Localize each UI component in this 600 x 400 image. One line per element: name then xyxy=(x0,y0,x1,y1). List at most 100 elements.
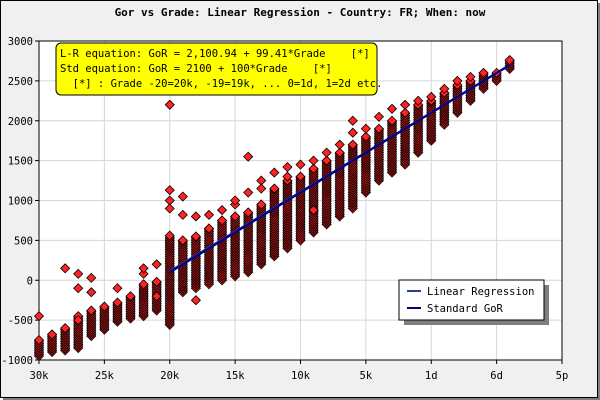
data-point xyxy=(216,215,228,226)
data-point xyxy=(138,263,149,274)
data-point xyxy=(243,187,254,198)
x-tick-label: 10k xyxy=(291,370,311,382)
x-tick-label: 15k xyxy=(226,370,246,382)
data-point xyxy=(334,147,345,158)
data-point xyxy=(426,91,437,102)
data-point xyxy=(164,99,175,110)
x-tick-label: 5p xyxy=(556,370,569,382)
x-tick-label: 30k xyxy=(30,370,50,382)
data-point xyxy=(112,283,123,294)
data-point xyxy=(138,279,149,290)
data-point xyxy=(151,259,162,270)
data-point xyxy=(190,295,201,306)
data-point xyxy=(256,199,267,210)
equation-std: Std equation: GoR = 2100 + 100*Grade [*] xyxy=(60,63,332,75)
y-tick-label: -1000 xyxy=(1,355,33,367)
data-point xyxy=(400,107,411,118)
data-point xyxy=(373,123,385,134)
legend-label-linear-regression: Linear Regression xyxy=(427,286,534,298)
data-point xyxy=(177,235,188,246)
legend-label-standard-gor: Standard GoR xyxy=(427,303,504,315)
data-point xyxy=(439,83,450,94)
legend: Linear Regression Standard GoR xyxy=(398,279,549,325)
y-tick-label: 2500 xyxy=(8,76,33,88)
equation-note: [*] : Grade -20=20k, -19=19k, ... 0=1d, … xyxy=(60,78,382,90)
equation-box-background xyxy=(55,42,378,96)
series-line-standard-gor xyxy=(169,63,511,274)
data-point xyxy=(334,139,345,150)
y-tick-labels: -1000 -500 0 500 1000 1500 2000 2500 3000 xyxy=(1,36,33,367)
data-point xyxy=(230,195,241,206)
data-point xyxy=(138,268,149,279)
data-point xyxy=(151,291,162,302)
data-point xyxy=(400,99,411,110)
data-point xyxy=(73,268,84,279)
x-tick-label: 25k xyxy=(95,370,115,382)
data-point xyxy=(190,211,201,222)
data-point xyxy=(33,311,45,322)
data-point xyxy=(243,151,254,162)
data-point xyxy=(60,323,71,334)
legend-box xyxy=(398,279,545,321)
data-point xyxy=(282,161,293,173)
data-point xyxy=(86,272,97,283)
y-tick-label: 2000 xyxy=(8,116,33,128)
chart-title: Gor vs Grade: Linear Regression - Countr… xyxy=(115,6,486,19)
x-tick-label: 20k xyxy=(160,370,180,382)
equation-box: L-R equation: GoR = 2,100.94 + 99.41*Gra… xyxy=(55,42,382,96)
data-point xyxy=(321,155,332,166)
data-point xyxy=(478,67,489,78)
data-point xyxy=(125,291,136,302)
x-tick-label: 5k xyxy=(360,370,373,382)
y-tick-label: 1000 xyxy=(8,196,33,208)
data-point xyxy=(164,185,175,196)
data-point xyxy=(360,131,371,142)
data-point xyxy=(47,329,58,340)
data-point xyxy=(216,205,228,216)
data-point xyxy=(164,230,175,241)
data-point xyxy=(112,297,123,308)
data-point xyxy=(504,55,515,66)
data-point xyxy=(308,163,319,174)
y-tick-label: 1500 xyxy=(8,156,33,168)
data-point xyxy=(347,139,358,150)
data-point xyxy=(373,111,385,122)
data-point xyxy=(269,183,280,194)
data-point xyxy=(73,283,84,294)
data-point xyxy=(295,159,306,170)
data-point xyxy=(452,75,463,86)
data-point xyxy=(321,147,332,158)
data-point xyxy=(86,287,97,298)
data-point xyxy=(465,71,476,82)
data-point xyxy=(243,207,254,218)
plot-border xyxy=(38,40,563,361)
y-tick-label: 0 xyxy=(27,275,33,287)
data-point xyxy=(86,305,97,316)
data-point xyxy=(164,203,175,214)
x-tick-label: 6d xyxy=(490,370,503,382)
data-point xyxy=(347,115,358,126)
data-point xyxy=(177,191,188,202)
data-point xyxy=(308,155,319,166)
data-point xyxy=(99,301,110,312)
data-point xyxy=(386,103,398,114)
data-point xyxy=(308,205,319,216)
data-point xyxy=(347,127,358,138)
x-tick-label: 1d xyxy=(425,370,438,382)
data-point xyxy=(177,209,188,220)
data-point xyxy=(230,211,241,222)
data-point xyxy=(203,209,215,220)
data-points xyxy=(33,55,515,362)
data-point xyxy=(295,171,306,182)
data-point xyxy=(256,183,267,194)
x-tick-labels: 30k 25k 20k 15k 10k 5k 1d 6d 5p xyxy=(30,370,569,382)
data-point xyxy=(386,115,398,126)
data-point xyxy=(33,334,45,346)
data-point xyxy=(360,123,371,134)
data-point xyxy=(73,315,84,326)
data-point xyxy=(413,95,424,106)
data-point xyxy=(151,276,162,287)
y-tick-label: 3000 xyxy=(8,36,33,48)
data-point xyxy=(282,171,293,182)
